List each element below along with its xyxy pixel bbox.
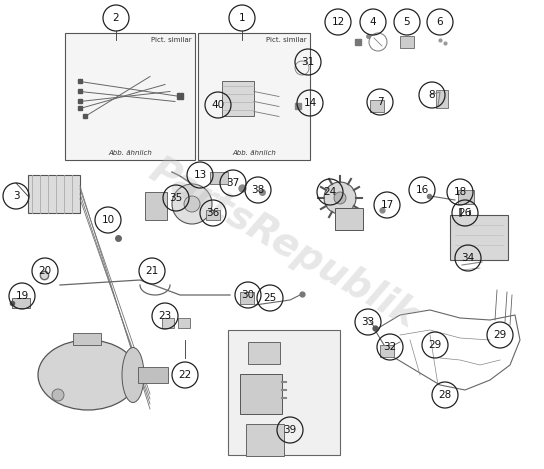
Circle shape — [324, 182, 356, 214]
Text: 17: 17 — [380, 200, 394, 210]
Text: 26: 26 — [459, 208, 472, 218]
Text: 30: 30 — [242, 290, 255, 300]
Bar — [178, 318, 190, 328]
Bar — [240, 374, 282, 414]
Bar — [400, 36, 414, 48]
Text: Pict. similar: Pict. similar — [267, 37, 307, 43]
Bar — [436, 90, 448, 108]
Text: 40: 40 — [212, 100, 225, 110]
Bar — [65, 33, 195, 160]
Text: 6: 6 — [437, 17, 443, 27]
Text: PartsRepublik: PartsRepublik — [142, 151, 424, 336]
Text: 12: 12 — [331, 17, 345, 27]
Text: 8: 8 — [429, 90, 435, 100]
Text: Abb. ähnlich: Abb. ähnlich — [232, 150, 276, 156]
Text: 5: 5 — [404, 17, 410, 27]
Text: 33: 33 — [361, 317, 375, 327]
Text: 38: 38 — [251, 185, 264, 195]
Text: 29: 29 — [428, 340, 442, 350]
Text: 28: 28 — [438, 390, 452, 400]
Bar — [240, 292, 254, 304]
Text: 34: 34 — [461, 253, 474, 263]
Bar — [138, 367, 168, 383]
Circle shape — [334, 192, 346, 204]
Bar — [450, 215, 508, 260]
Circle shape — [172, 184, 212, 224]
Bar — [206, 210, 220, 220]
Text: 19: 19 — [15, 291, 29, 301]
Bar — [335, 208, 363, 230]
Text: 1: 1 — [239, 13, 245, 23]
Bar — [246, 424, 284, 456]
Bar — [73, 333, 101, 345]
Text: 14: 14 — [304, 98, 317, 108]
Text: 20: 20 — [39, 266, 52, 276]
Bar — [380, 345, 394, 357]
Text: 16: 16 — [416, 185, 429, 195]
Bar — [28, 175, 80, 213]
Text: 18: 18 — [453, 187, 467, 197]
Bar — [198, 33, 310, 160]
Bar — [248, 342, 280, 364]
Text: 39: 39 — [283, 425, 296, 435]
Text: 37: 37 — [226, 178, 239, 188]
Text: 22: 22 — [178, 370, 191, 380]
Bar — [210, 172, 228, 184]
Text: Pict. similar: Pict. similar — [151, 37, 192, 43]
Bar — [222, 82, 254, 116]
Text: 21: 21 — [145, 266, 159, 276]
Circle shape — [184, 196, 200, 212]
Text: 31: 31 — [301, 57, 314, 67]
Text: 35: 35 — [169, 193, 183, 203]
Bar — [370, 100, 384, 112]
Bar — [145, 192, 167, 220]
Ellipse shape — [122, 348, 144, 402]
Bar — [12, 298, 30, 308]
Text: 23: 23 — [158, 311, 171, 321]
Text: 13: 13 — [193, 170, 207, 180]
Text: 29: 29 — [493, 330, 506, 340]
Bar — [458, 190, 474, 204]
Text: 10: 10 — [101, 215, 115, 225]
Bar — [228, 330, 340, 455]
Text: Abb. ähnlich: Abb. ähnlich — [108, 150, 152, 156]
Text: 7: 7 — [376, 97, 384, 107]
Text: 36: 36 — [206, 208, 220, 218]
Text: 2: 2 — [113, 13, 119, 23]
Circle shape — [52, 389, 64, 401]
Text: 24: 24 — [323, 187, 337, 197]
Text: 3: 3 — [13, 191, 20, 201]
Text: 4: 4 — [370, 17, 376, 27]
Text: 25: 25 — [263, 293, 277, 303]
Bar — [162, 318, 174, 328]
Text: 32: 32 — [384, 342, 397, 352]
Ellipse shape — [38, 340, 138, 410]
